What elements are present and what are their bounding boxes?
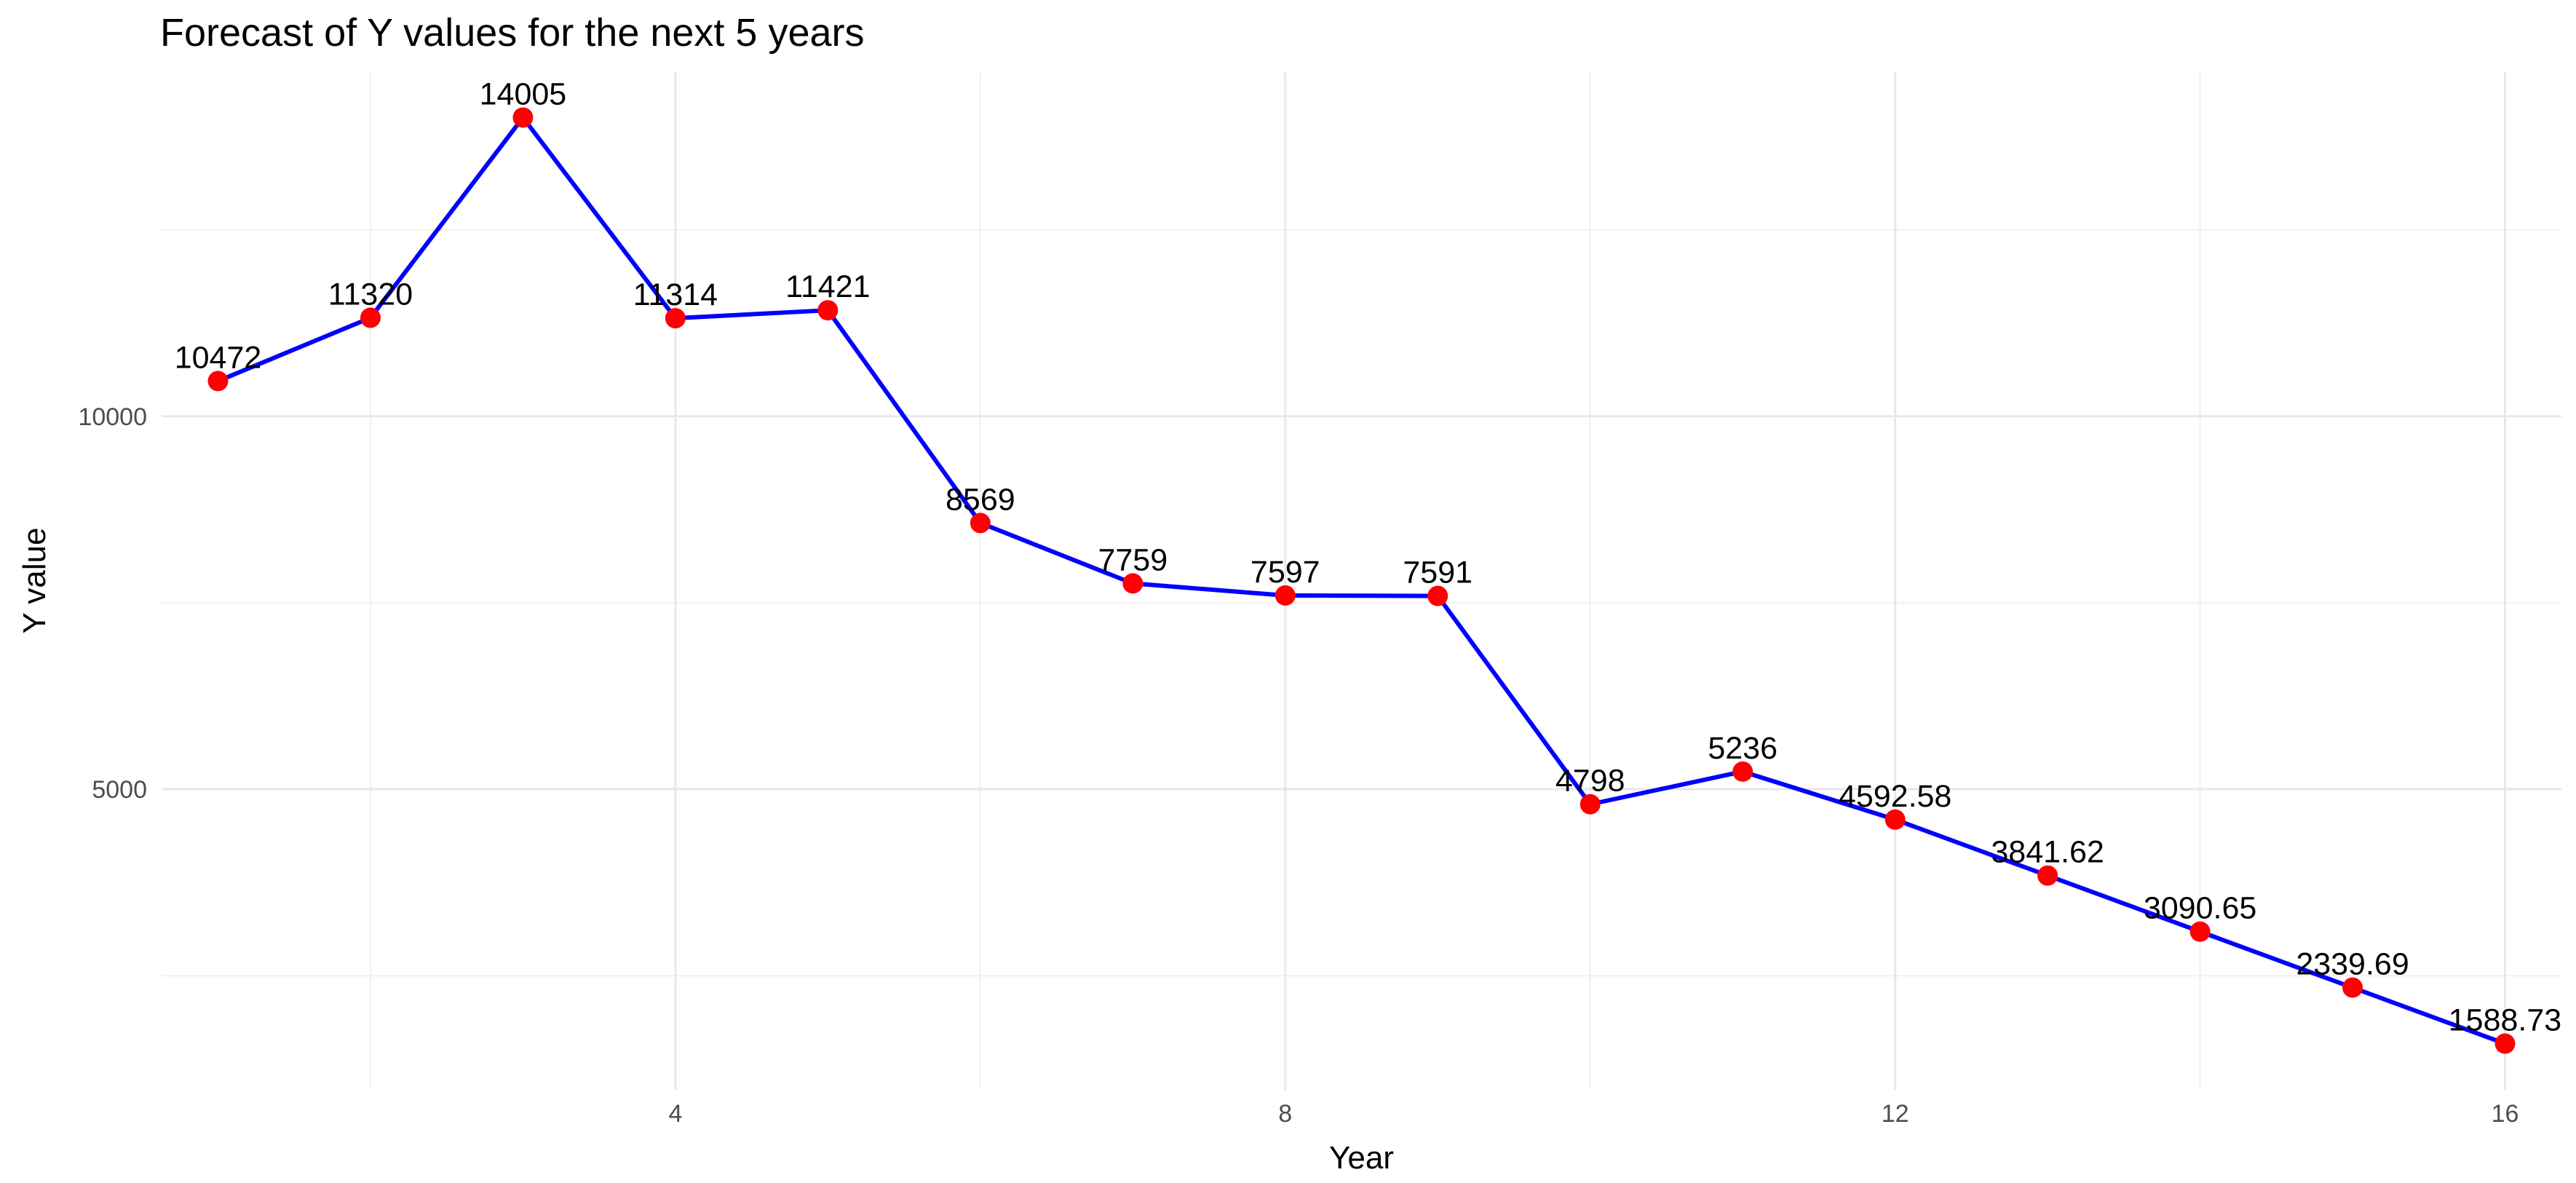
data-label: 11421 [785,269,870,304]
data-label: 4592.58 [1839,779,1951,814]
data-point [207,371,229,392]
data-label: 11314 [633,277,718,312]
x-tick-label: 12 [1882,1100,1909,1128]
data-point [512,107,534,128]
data-label: 5236 [1708,731,1778,766]
y-axis-title: Y value [17,528,52,634]
data-point [1885,809,1906,830]
data-point [665,308,686,329]
data-label: 4798 [1555,764,1625,799]
data-label: 8569 [946,482,1015,517]
data-point [2342,977,2363,998]
x-axis-title: Year [1329,1140,1394,1176]
data-label: 3841.62 [1991,835,2104,870]
data-labels: 10472 11320 14005 11314 11421 8569 7759 7597 759… [175,76,2562,1037]
data-label: 10472 [175,340,262,375]
x-tick-label: 8 [1278,1100,1292,1128]
data-label: 2339.69 [2296,947,2409,982]
data-label: 11320 [328,277,413,312]
data-point [970,513,991,534]
data-point [1275,585,1296,606]
data-label: 7591 [1403,555,1473,590]
y-tick-label: 10000 [78,403,147,431]
x-tick-label: 16 [2492,1100,2519,1128]
chart-title: Forecast of Y values for the next 5 year… [160,11,865,55]
data-point [1427,585,1448,606]
data-label: 7597 [1251,555,1320,590]
data-label: 7759 [1098,542,1168,577]
data-point [2494,1033,2516,1054]
minor-gridlines [162,71,2561,1090]
data-point [1580,794,1601,815]
y-axis-ticks: 5000 10000 [78,403,147,804]
y-tick-label: 5000 [92,776,147,804]
data-label: 1588.73 [2449,1003,2561,1038]
data-point [817,300,839,321]
x-tick-label: 4 [668,1100,682,1128]
data-label: 14005 [480,76,567,111]
data-point [360,307,381,328]
data-point [2189,921,2211,942]
major-gridlines [162,71,2561,1090]
series-points [207,107,2516,1054]
data-label: 3090.65 [2144,891,2256,926]
data-point [2037,865,2058,886]
series-line [215,115,2508,1046]
x-axis-ticks: 4 8 12 16 [668,1100,2518,1128]
data-point [1732,761,1753,782]
series-lines [215,115,2508,1046]
data-point [1122,573,1144,594]
